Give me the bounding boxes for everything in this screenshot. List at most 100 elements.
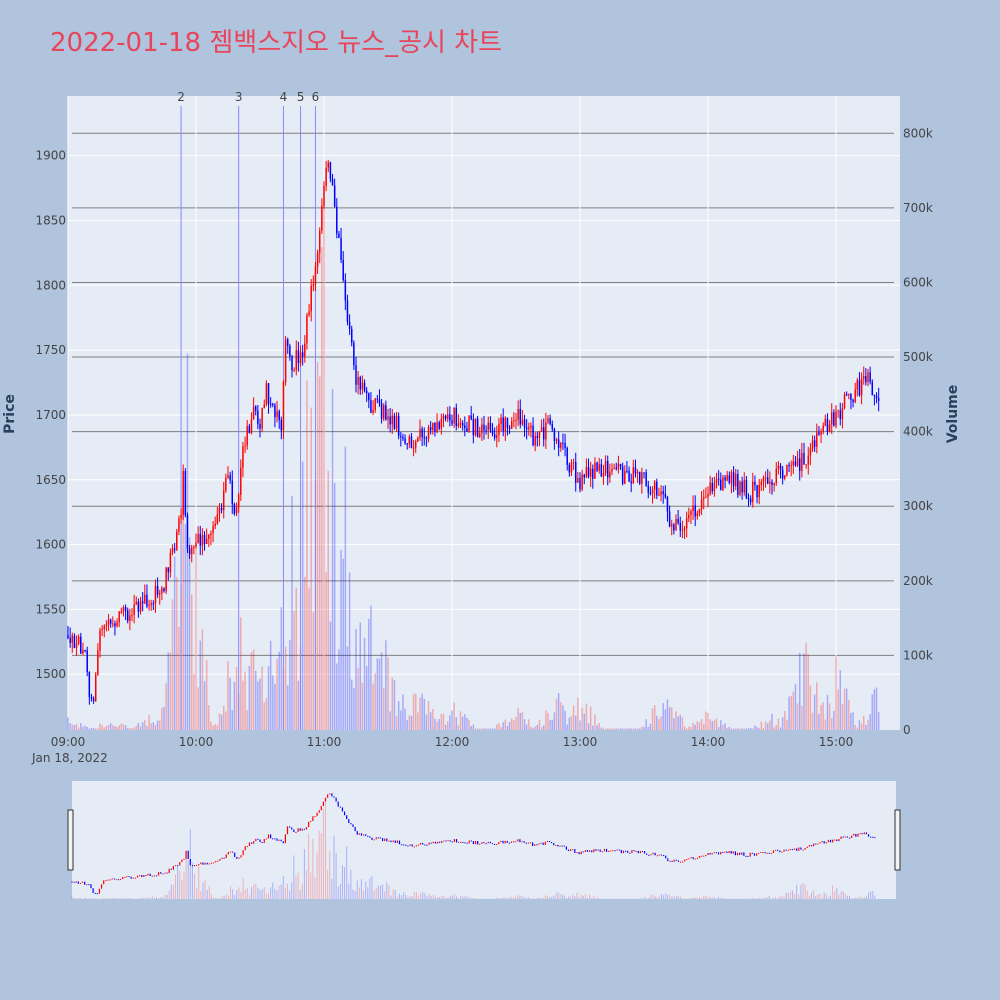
candle-body[interactable] <box>346 300 349 322</box>
candle-body[interactable] <box>828 424 831 432</box>
candle-body[interactable] <box>702 497 705 500</box>
news-marker-label[interactable]: 6 <box>312 90 320 104</box>
candle-body[interactable] <box>425 438 428 440</box>
candle-body[interactable] <box>254 406 257 411</box>
candle-body[interactable] <box>429 427 432 431</box>
range-slider-background[interactable] <box>72 781 896 899</box>
candle-body[interactable] <box>148 604 150 607</box>
candle-body[interactable] <box>361 382 364 390</box>
candle-body[interactable] <box>182 470 184 515</box>
candle-body[interactable] <box>75 643 78 648</box>
candle-body[interactable] <box>801 453 803 471</box>
candle-body[interactable] <box>261 407 263 429</box>
candle-body[interactable] <box>547 418 549 423</box>
candle-body[interactable] <box>506 417 509 428</box>
candle-body[interactable] <box>491 429 494 435</box>
candle-body[interactable] <box>758 484 760 498</box>
candle-body[interactable] <box>338 233 340 239</box>
candle-body[interactable] <box>660 491 662 495</box>
candle-body[interactable] <box>786 464 788 476</box>
candle-body[interactable] <box>530 425 532 428</box>
candle-body[interactable] <box>647 485 650 493</box>
candle-body[interactable] <box>555 439 558 441</box>
candle-body[interactable] <box>190 547 193 555</box>
candle-body[interactable] <box>250 419 253 434</box>
candle-body[interactable] <box>410 436 413 448</box>
candle-body[interactable] <box>393 415 396 429</box>
candle-body[interactable] <box>385 405 387 420</box>
candle-body[interactable] <box>114 623 116 627</box>
candle-body[interactable] <box>606 460 609 478</box>
candle-body[interactable] <box>176 531 178 550</box>
candle-body[interactable] <box>557 439 560 448</box>
candle-body[interactable] <box>775 468 778 484</box>
candle-body[interactable] <box>267 383 270 404</box>
candle-body[interactable] <box>636 471 639 474</box>
candle-body[interactable] <box>679 523 682 531</box>
candle-body[interactable] <box>208 535 210 539</box>
candle-body[interactable] <box>195 542 197 547</box>
candle-body[interactable] <box>773 483 775 485</box>
candle-body[interactable] <box>779 465 782 470</box>
candle-body[interactable] <box>762 477 765 482</box>
candle-body[interactable] <box>848 394 850 396</box>
candle-body[interactable] <box>728 475 731 484</box>
candle-body[interactable] <box>118 611 120 623</box>
candle-body[interactable] <box>289 345 291 357</box>
candle-body[interactable] <box>154 585 157 604</box>
candle-body[interactable] <box>771 481 773 485</box>
candle-body[interactable] <box>212 525 214 534</box>
candle-body[interactable] <box>760 481 763 485</box>
candle-body[interactable] <box>839 410 842 420</box>
candle-body[interactable] <box>513 420 515 422</box>
candle-body[interactable] <box>314 266 317 285</box>
candle-body[interactable] <box>372 409 374 413</box>
candle-body[interactable] <box>124 607 127 611</box>
candle-body[interactable] <box>698 508 701 514</box>
candle-body[interactable] <box>135 601 138 605</box>
candle-body[interactable] <box>830 412 833 425</box>
candle-body[interactable] <box>649 492 652 494</box>
candle-body[interactable] <box>280 420 283 431</box>
candle-body[interactable] <box>532 425 534 446</box>
candle-body[interactable] <box>613 467 615 469</box>
candle-body[interactable] <box>877 398 880 401</box>
candle-body[interactable] <box>681 529 684 531</box>
candle-body[interactable] <box>216 514 219 524</box>
candle-body[interactable] <box>378 399 381 404</box>
candle-body[interactable] <box>566 448 568 465</box>
candle-body[interactable] <box>820 431 822 435</box>
candle-body[interactable] <box>510 421 513 429</box>
candle-body[interactable] <box>536 435 539 438</box>
candle-body[interactable] <box>126 610 129 621</box>
candle-body[interactable] <box>568 464 571 473</box>
candle-body[interactable] <box>850 394 852 400</box>
candle-body[interactable] <box>468 415 470 432</box>
candle-body[interactable] <box>120 611 123 613</box>
candle-body[interactable] <box>186 515 189 549</box>
candle-body[interactable] <box>406 443 408 445</box>
candle-body[interactable] <box>310 285 312 312</box>
candle-body[interactable] <box>355 365 357 385</box>
candle-body[interactable] <box>336 206 338 234</box>
candle-body[interactable] <box>577 477 579 483</box>
candle-body[interactable] <box>741 481 743 493</box>
candle-body[interactable] <box>257 410 259 425</box>
candle-body[interactable] <box>724 477 726 481</box>
candle-body[interactable] <box>504 417 507 432</box>
candle-body[interactable] <box>308 311 310 316</box>
candle-body[interactable] <box>197 533 199 543</box>
candle-body[interactable] <box>777 465 780 469</box>
candle-body[interactable] <box>240 467 242 495</box>
candle-body[interactable] <box>579 477 581 490</box>
candle-body[interactable] <box>329 162 332 179</box>
candle-body[interactable] <box>77 636 80 644</box>
candle-body[interactable] <box>525 427 528 430</box>
candle-body[interactable] <box>730 472 733 484</box>
range-slider[interactable] <box>67 781 901 899</box>
candle-body[interactable] <box>284 339 287 383</box>
candle-body[interactable] <box>112 623 114 625</box>
candle-body[interactable] <box>265 383 268 405</box>
candle-body[interactable] <box>634 467 637 474</box>
candle-body[interactable] <box>233 503 236 514</box>
